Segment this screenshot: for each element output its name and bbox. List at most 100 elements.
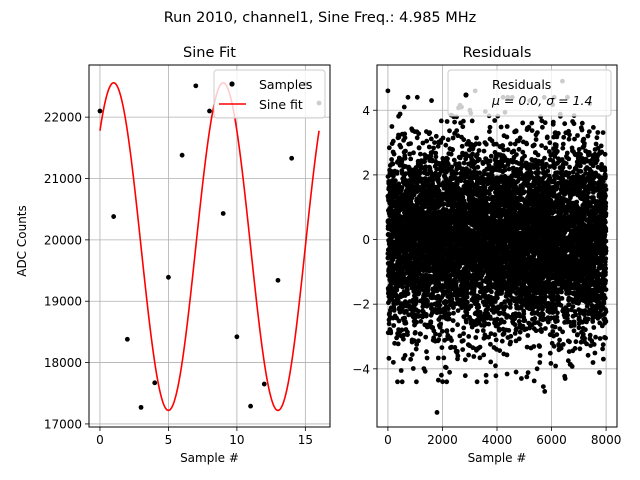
residual-point [466,352,471,358]
sample-point [166,274,171,280]
residual-point [450,327,455,333]
residual-point [427,130,433,136]
residual-point [386,145,392,151]
residual-point [402,155,408,161]
residual-point [441,201,447,207]
residual-point [507,301,513,307]
residual-point [476,141,482,147]
residual-point [508,333,514,339]
residual-point [447,369,452,375]
sine-fit-panel: Sine Fit 0 5 10 151700018000190002000021000… [15,45,331,465]
residual-point [471,354,477,359]
residual-point [391,323,397,328]
residual-point [445,137,451,143]
residual-point [407,151,413,157]
residual-point [455,133,461,139]
x-tick-label: 10 [229,433,244,447]
residual-point [488,359,494,365]
x-tick-label: 0 [96,433,104,447]
residual-point [503,304,509,310]
residual-point [516,146,522,152]
residual-point [409,352,415,357]
residual-point [424,355,430,361]
residual-point [457,333,463,339]
residual-point [411,338,417,344]
residual-point [455,322,460,328]
residual-point [416,308,421,314]
residual-point [452,345,458,350]
residual-point [412,330,418,335]
y-tick-label: 17000 [44,417,82,431]
residual-point [446,316,452,322]
residual-point [492,118,498,123]
residual-point [464,294,470,300]
residual-point [446,306,451,312]
residual-point [493,373,499,379]
residual-point [389,124,395,129]
sine-fit-title: Sine Fit [183,45,236,61]
residual-point [461,118,466,124]
residual-point [446,311,452,317]
residual-point [426,144,432,150]
residual-point [463,319,469,325]
sample-point [234,334,240,340]
residual-point [502,167,508,173]
sample-point [248,403,253,409]
legend-samples-label: Samples [259,77,312,92]
residual-point [443,176,449,182]
residuals-points-layer [385,78,609,415]
residual-point [405,94,411,100]
residual-point [433,154,439,160]
residual-point [466,334,472,339]
residual-point [408,356,414,362]
residual-point [448,151,454,157]
residual-point [405,287,410,293]
residual-point [394,169,400,175]
residual-point [414,135,420,141]
x-tick-label: 5 [165,433,173,447]
residual-point [464,310,470,316]
residual-point [475,164,481,170]
residual-point [393,178,398,184]
residual-point [443,142,449,148]
residual-point [454,279,459,285]
residual-point [437,302,443,308]
residual-point [480,161,486,167]
residual-point [504,124,510,129]
residual-point [397,111,403,117]
residual-point [464,291,470,296]
residual-point [460,338,466,343]
residual-point [476,304,482,310]
residual-point [443,365,449,370]
residual-point [410,366,416,371]
residual-point [482,185,488,190]
residual-point [413,346,419,352]
residual-point [504,371,510,377]
sample-point [124,336,130,342]
residual-point [402,135,408,141]
residual-point [433,133,439,139]
residual-point [468,303,474,309]
residual-point [438,321,444,327]
sample-point [207,108,212,114]
residual-point [474,135,479,141]
residual-point [444,119,450,124]
residual-point [513,128,519,134]
residual-point [416,145,422,151]
residual-point [416,338,421,344]
residual-point [449,338,454,343]
residual-point [504,134,510,140]
sine-fit-axes-frame [88,64,331,428]
residual-point [423,334,429,340]
residual-point [424,138,430,144]
residual-point [516,336,522,342]
residual-point [440,379,445,385]
sine-fit-line-layer [99,81,320,412]
residual-point [492,332,498,338]
residual-point [473,335,479,340]
residual-point [506,328,512,333]
residual-point [471,295,476,300]
residual-point [437,332,442,338]
y-tick-label: 19000 [44,295,82,309]
